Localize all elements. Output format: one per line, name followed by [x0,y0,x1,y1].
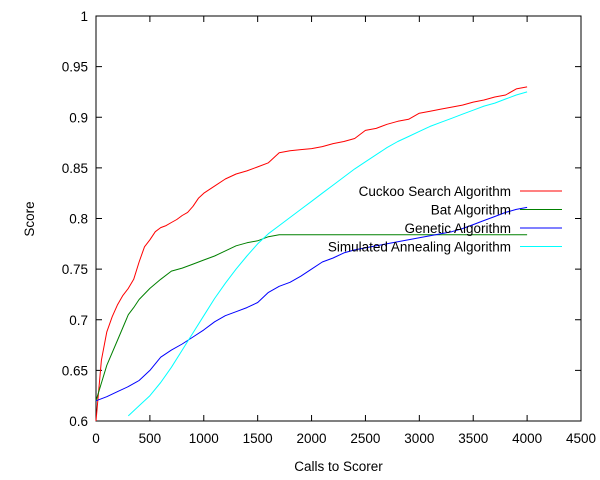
x-tick-label: 4500 [566,431,596,446]
x-tick-label: 0 [92,431,100,446]
x-tick-label: 3000 [404,431,434,446]
axes [95,15,582,422]
legend-label-2: Bat Algorithm [431,203,511,218]
series-line-2 [95,234,528,401]
series-line-1 [95,86,528,422]
y-tick-label: 0.65 [62,363,88,378]
series-lines [95,86,528,422]
y-tick-label: 0.9 [69,110,88,125]
y-tick-label: 0.85 [62,161,88,176]
x-axis-label: Calls to Scorer [294,459,383,474]
y-tick-label: 0.6 [69,414,88,429]
legend: Cuckoo Search Algorithm Bat Algorithm Gene… [328,184,562,255]
series-line-3 [95,206,528,402]
series-line-4 [127,91,528,417]
x-tick-label: 1500 [243,431,273,446]
x-tick-label: 2500 [350,431,380,446]
y-tick-label: 0.95 [62,60,88,75]
x-tick-label: 500 [139,431,162,446]
x-tick-label: 1000 [189,431,219,446]
legend-label-3: Genetic Algorithm [404,221,511,236]
y-tick-label: 0.7 [69,313,88,328]
legend-label-4: Simulated Annealing Algorithm [328,240,511,255]
y-tick-label: 1 [80,9,88,24]
x-tick-label: 4000 [512,431,542,446]
x-tick-label: 3500 [458,431,488,446]
y-tick-label: 0.75 [62,262,88,277]
plot-frame [95,15,582,422]
y-axis-label: Score [22,201,37,236]
y-tick-label: 0.8 [69,212,88,227]
tick-marks: 0 500 1000 1500 2000 2500 3000 3500 4000 4500 0.6 0… [62,9,596,446]
x-tick-label: 2000 [297,431,327,446]
legend-label-1: Cuckoo Search Algorithm [359,184,511,199]
